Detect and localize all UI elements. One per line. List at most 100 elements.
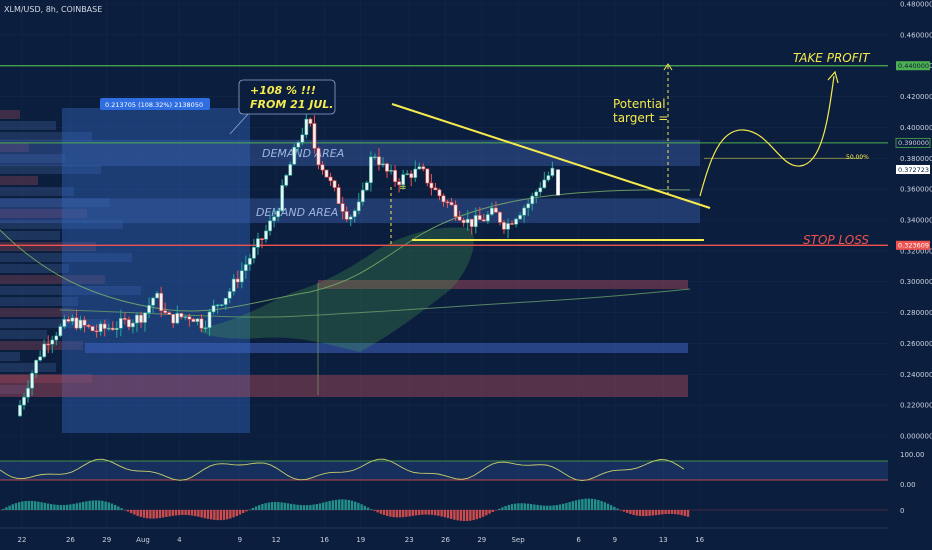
histogram-bar — [578, 499, 581, 510]
histogram-bar — [56, 504, 59, 510]
histogram-bar — [440, 510, 443, 517]
histogram-bar — [72, 503, 75, 510]
histogram-bar — [571, 501, 574, 510]
candle-body — [74, 317, 79, 329]
zones: DEMAND AREA DEMAND AREA — [0, 139, 700, 397]
histogram-bar — [488, 510, 491, 514]
histogram-bar — [238, 510, 242, 515]
triangle-upper-trendline — [391, 103, 711, 209]
histogram-bar — [123, 509, 126, 511]
candle-body — [429, 182, 434, 189]
histogram-bar — [533, 504, 536, 510]
histogram-bar — [219, 510, 222, 521]
histogram-bar — [629, 510, 632, 515]
histogram-bar — [46, 503, 50, 510]
histogram-bar — [552, 505, 555, 510]
demand-area-label-upper: DEMAND AREA — [262, 147, 344, 160]
histogram-bar — [494, 510, 498, 511]
histogram-bar — [210, 510, 213, 520]
histogram-bar — [414, 510, 418, 516]
volume-profile-bar — [0, 330, 47, 339]
y-axis: 0.480000 0.460000 0.440000 0.420000 0.400000… — [900, 1, 932, 441]
histogram-bar — [277, 502, 280, 510]
candle-body — [344, 211, 349, 220]
histogram-bar — [606, 503, 610, 510]
histogram-bar — [424, 510, 427, 515]
histogram-bar — [37, 501, 40, 510]
volume-profile-bar — [0, 143, 29, 152]
histogram-bar — [165, 510, 168, 517]
histogram-bar — [574, 500, 578, 510]
y-tick-label: 0.220000 — [900, 402, 932, 410]
histogram-bar — [590, 498, 594, 510]
histogram-bar — [59, 504, 62, 510]
histogram-bar — [66, 504, 69, 510]
candle-body — [102, 323, 107, 329]
candle-body — [276, 210, 281, 218]
moving-average-1 — [0, 189, 691, 312]
histogram-bars — [2, 498, 690, 522]
histogram-bar — [30, 500, 34, 510]
histogram-bar — [117, 506, 120, 510]
candle-body — [336, 187, 341, 204]
candle-body — [215, 304, 220, 307]
candle-body — [22, 396, 26, 406]
candle-body — [199, 318, 204, 329]
candle-body — [413, 168, 418, 178]
candle-body — [42, 343, 47, 358]
candle-body — [94, 330, 99, 333]
histogram-bar — [366, 507, 370, 510]
candle-body — [397, 181, 402, 186]
histogram-bar — [517, 503, 520, 510]
histogram-bar — [149, 510, 152, 519]
histogram-bar — [523, 503, 526, 510]
candle-body — [312, 123, 317, 149]
histogram-bar — [562, 503, 565, 510]
volume-profile-bar — [0, 209, 87, 218]
histogram-bar — [110, 503, 114, 510]
x-tick-label: 26 — [441, 536, 450, 544]
x-tick-label: 13 — [659, 536, 668, 544]
histogram-bar — [187, 510, 190, 516]
callout-line1: +108 % !!! — [250, 84, 316, 97]
histogram-bar — [264, 503, 267, 510]
x-tick-label: 9 — [238, 536, 242, 544]
histogram-bar — [254, 506, 258, 510]
histogram-bar — [546, 505, 549, 510]
take-profit-badge-text: 0.440000 — [898, 62, 929, 70]
candle-body — [18, 404, 22, 417]
candle-body — [502, 222, 506, 230]
candle-body — [187, 316, 192, 320]
histogram-bar — [40, 502, 43, 510]
candle-body — [421, 166, 426, 170]
histogram-bar — [437, 510, 440, 516]
histogram-bar — [504, 506, 507, 510]
y-tick-label: 0.400000 — [900, 124, 932, 132]
histogram-bar — [242, 510, 245, 514]
candle-body — [437, 189, 442, 197]
x-tick-label: 22 — [18, 536, 27, 544]
histogram-bar — [446, 510, 450, 519]
candle-body — [425, 168, 430, 184]
candle-body — [352, 210, 357, 218]
histogram-bar — [178, 510, 181, 516]
candle-body — [518, 214, 523, 220]
candle-body — [550, 167, 555, 176]
x-axis: 22 26 29 Aug 4 9 12 16 19 23 26 29 Sep 6 9 13 16 — [18, 536, 705, 544]
candle-body — [477, 215, 482, 220]
candle-body — [171, 314, 176, 324]
candle-body — [30, 372, 34, 389]
histogram-bar — [667, 510, 670, 514]
y-tick-label: 0.320000 — [900, 247, 932, 255]
histogram-bar — [94, 500, 98, 510]
histogram-bar — [373, 510, 376, 511]
histogram-bar — [642, 510, 645, 517]
histogram-bar — [334, 499, 338, 510]
histogram-bar — [43, 502, 46, 510]
candle-body — [98, 323, 103, 332]
histogram-bar — [379, 510, 382, 514]
x-tick-label: 29 — [102, 536, 111, 544]
histogram-bar — [622, 510, 626, 512]
histogram-bar — [658, 510, 661, 515]
